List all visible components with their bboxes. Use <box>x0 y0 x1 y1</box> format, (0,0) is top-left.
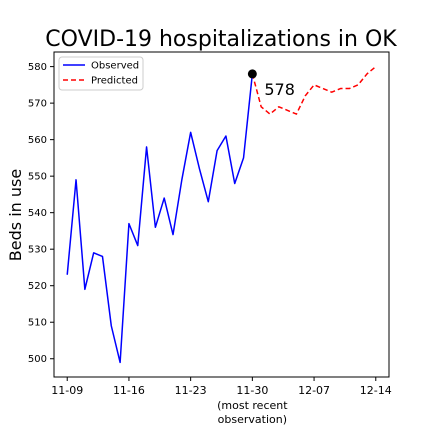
y-tick-label-570: 570 <box>28 99 47 110</box>
plot-frame <box>53 51 390 378</box>
legend: Observed Predicted <box>58 56 144 91</box>
y-tick-label-580: 580 <box>28 62 47 73</box>
legend-label-observed: Observed <box>91 61 139 72</box>
y-tick-label-550: 550 <box>28 172 47 183</box>
y-tick-label-540: 540 <box>28 208 47 219</box>
x-tick-label-12-07: 12-07 <box>298 384 330 397</box>
y-axis-label: Beds in use <box>6 169 25 261</box>
x-tick-label-12-14: 12-14 <box>360 384 392 397</box>
y-tick-label-560: 560 <box>28 135 47 146</box>
chart-title: COVID-19 hospitalizations in OK <box>45 27 397 52</box>
y-tick-label-510: 510 <box>28 318 47 329</box>
legend-label-predicted: Predicted <box>91 76 138 87</box>
highlight-label: 578 <box>264 80 295 99</box>
x-tick-label-11-23: 11-23 <box>175 384 207 397</box>
x-tick-note-line1: (most recent <box>217 399 288 412</box>
y-tick-label-530: 530 <box>28 245 47 256</box>
x-tick-note-line2: observation) <box>218 413 287 426</box>
axes-layer: 500 510 520 530 540 550 560 570 580 11-09 11-16 11-… <box>28 62 392 426</box>
y-tick-label-500: 500 <box>28 354 47 365</box>
x-tick-label-11-16: 11-16 <box>113 384 145 397</box>
x-tick-label-11-30: 11-30 <box>236 384 268 397</box>
x-tick-label-11-09: 11-09 <box>51 384 83 397</box>
series-line-observed <box>66 73 254 364</box>
highlight-layer: 578 <box>247 69 295 99</box>
series-layer <box>66 66 377 364</box>
series-line-predicted <box>251 66 377 115</box>
highlight-point <box>247 69 257 79</box>
y-tick-label-520: 520 <box>28 281 47 292</box>
